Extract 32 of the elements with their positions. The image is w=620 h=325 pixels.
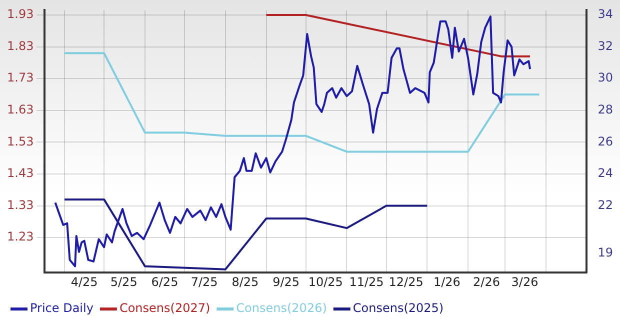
x-tick-label: 6/25 <box>151 274 178 289</box>
x-tick-label: 5/25 <box>110 274 138 289</box>
y-tick-label: 1.43 <box>7 166 34 180</box>
x-tick-label: 7/25 <box>190 274 218 289</box>
x-tick-label: 9/25 <box>272 274 300 289</box>
legend-label: Consens(2025) <box>352 301 444 316</box>
legend-label: Consens(2026) <box>236 301 327 316</box>
x-tick-label: 4/25 <box>70 274 98 289</box>
x-tick-label: 10/25 <box>308 274 343 289</box>
y2-tick-label: 22 <box>598 198 614 212</box>
y2-tick-label: 19 <box>598 246 614 260</box>
y2-tick-label: 32 <box>598 38 614 53</box>
x-tick-label: 12/25 <box>388 274 424 289</box>
x-tick-label: 1/26 <box>433 274 460 289</box>
y2-tick-label: 30 <box>598 70 614 85</box>
x-tick-label: 3/26 <box>511 274 538 289</box>
y-tick-label: 1.73 <box>7 70 34 85</box>
x-tick-label: 8/25 <box>232 274 259 289</box>
y2-tick-label: 24 <box>598 166 614 180</box>
x-tick-label: 2/26 <box>473 274 500 289</box>
y2-tick-label: 26 <box>598 134 614 148</box>
y-tick-label: 1.63 <box>7 102 34 117</box>
legend-label: Price Daily <box>30 301 94 316</box>
y2-tick-label: 28 <box>598 102 614 117</box>
y-tick-label: 1.33 <box>7 198 34 212</box>
y-tick-label: 1.83 <box>7 38 34 53</box>
y-tick-label: 1.53 <box>7 134 34 148</box>
x-tick-label: 11/25 <box>349 274 384 289</box>
y-tick-label: 1.93 <box>7 7 34 22</box>
legend-label: Consens(2027) <box>119 301 210 316</box>
y-tick-label: 1.23 <box>7 230 34 244</box>
y2-tick-label: 34 <box>598 7 614 22</box>
